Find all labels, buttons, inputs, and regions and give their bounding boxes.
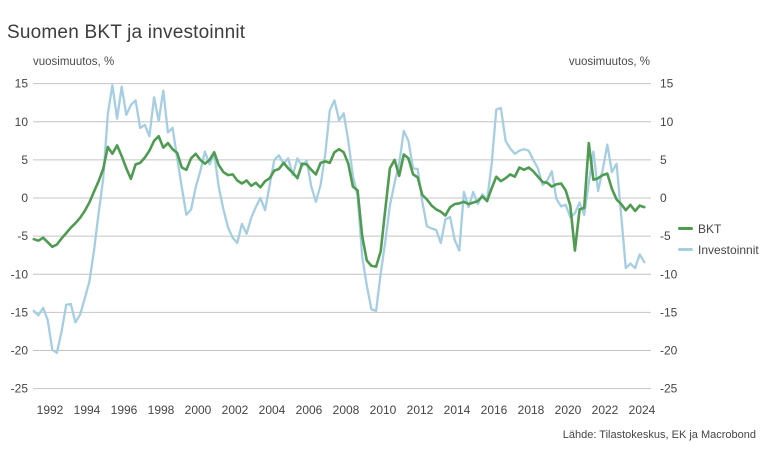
x-tick-label: 2022 [592,403,619,417]
source-caption: Lähde: Tilastokeskus, EK ja Macrobond [562,429,756,441]
y-axis-unit-left: vuosimuutos, % [33,56,115,68]
x-tick-label: 1992 [37,403,64,417]
y-tick-label-right: -25 [660,382,678,396]
x-tick-label: 2012 [407,403,434,417]
x-tick-label: 2024 [629,403,656,417]
y-tick-label-right: -20 [660,344,678,358]
x-tick-label: 2006 [296,403,323,417]
legend-item-bkt: BKT [678,218,759,239]
x-tick-label: 2014 [444,403,471,417]
x-tick-label: 1994 [74,403,101,417]
legend-item-investoinnit: Investoinnit [678,239,759,260]
y-tick-label-left: 0 [21,191,28,205]
y-tick-label-left: -5 [17,229,28,243]
y-tick-label-left: 15 [15,77,29,91]
y-tick-label-left: -15 [11,305,29,319]
x-tick-label: 1996 [111,403,138,417]
legend-label-bkt: BKT [698,221,722,236]
x-tick-label: 1998 [148,403,175,417]
x-tick-label: 2016 [481,403,508,417]
x-tick-label: 2018 [518,403,545,417]
legend-label-investoinnit: Investoinnit [698,242,759,257]
y-tick-label-left: -25 [11,382,29,396]
y-tick-label-left: 10 [15,115,29,129]
y-tick-label-right: -5 [660,229,671,243]
y-tick-label-left: 5 [21,153,28,167]
investoinnit-series-line [32,83,646,354]
y-tick-label-left: -10 [11,267,29,281]
y-tick-label-right: 10 [660,115,674,129]
bkt-line-swatch-icon [678,227,693,230]
chart-title: Suomen BKT ja investoinnit [7,22,246,43]
y-tick-label-right: 5 [660,153,667,167]
x-tick-label: 2010 [370,403,397,417]
y-tick-label-left: -20 [11,344,29,358]
bkt-series-line [32,134,646,268]
x-tick-label: 2008 [333,403,360,417]
x-tick-label: 2000 [185,403,212,417]
x-tick-label: 2002 [222,403,249,417]
x-tick-label: 2020 [555,403,582,417]
y-tick-label-right: -10 [660,267,678,281]
investoinnit-line-swatch-icon [678,248,693,251]
y-tick-label-right: 15 [660,77,674,91]
x-tick-label: 2004 [259,403,286,417]
y-axis-unit-right: vuosimuutos, % [568,56,650,68]
y-tick-label-right: 0 [660,191,667,205]
chart-legend: BKT Investoinnit [678,218,759,260]
y-tick-label-right: -15 [660,305,678,319]
